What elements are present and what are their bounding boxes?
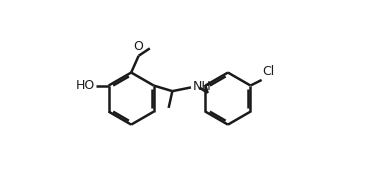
Text: O: O [134, 40, 144, 53]
Text: HO: HO [76, 79, 95, 92]
Text: Cl: Cl [263, 65, 275, 78]
Text: NH: NH [193, 80, 212, 93]
